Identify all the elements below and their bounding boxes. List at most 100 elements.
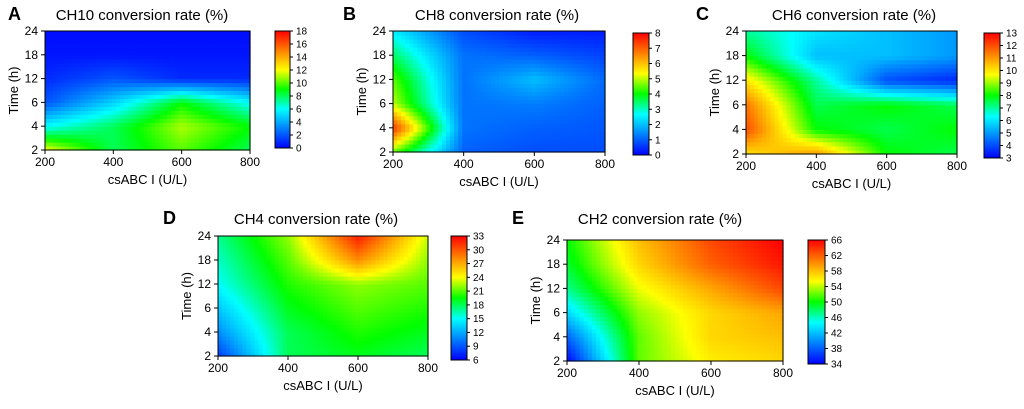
heatmap-cell [593, 71, 598, 76]
heatmap-cell [80, 94, 85, 99]
heatmap-cell [238, 292, 243, 297]
heatmap-cell [572, 96, 577, 101]
heatmap-cell [475, 120, 480, 125]
heatmap-cell [746, 105, 751, 110]
heatmap-cell [803, 146, 808, 151]
heatmap-cell [839, 138, 844, 143]
heatmap-cell [835, 76, 840, 81]
heatmap-cell [454, 124, 459, 129]
heatmap-cell [144, 130, 149, 135]
heatmap-cell [937, 52, 942, 57]
heatmap-cell [175, 142, 180, 147]
heatmap-cell [230, 142, 235, 147]
heatmap-cell [589, 116, 594, 121]
heatmap-cell [88, 67, 93, 72]
y-axis-label: Time (h) [6, 67, 21, 115]
heatmap-cell [171, 35, 176, 40]
heatmap-cell [413, 116, 418, 121]
heatmap-cell [238, 51, 243, 56]
heatmap-cell [904, 60, 909, 65]
heatmap-cell [112, 134, 117, 139]
heatmap-cell [536, 79, 541, 84]
heatmap-cell [140, 59, 145, 64]
heatmap-cell [491, 92, 496, 97]
heatmap-cell [450, 47, 455, 52]
heatmap-cell [593, 112, 598, 117]
heatmap-cell [568, 47, 573, 52]
heatmap-cell [69, 59, 74, 64]
heatmap-cell [560, 35, 565, 40]
heatmap-cell [933, 117, 938, 122]
heatmap-cell [401, 120, 406, 125]
heatmap-cell [896, 134, 901, 139]
heatmap-cell [888, 72, 893, 77]
heatmap-cell [815, 72, 820, 77]
heatmap-cell [475, 43, 480, 48]
heatmap-cell [876, 80, 881, 85]
heatmap-cell [933, 88, 938, 93]
heatmap-cell [222, 79, 227, 84]
heatmap-cell [807, 60, 812, 65]
heatmap-cell [568, 136, 573, 141]
heatmap-cell [766, 134, 771, 139]
heatmap-cell [183, 106, 188, 111]
heatmap-cell [787, 109, 792, 114]
heatmap-cell [815, 52, 820, 57]
heatmap-cell [136, 55, 141, 60]
heatmap-cell [487, 31, 492, 36]
heatmap-cell [519, 83, 524, 88]
heatmap-cell [933, 138, 938, 143]
heatmap-cell [159, 63, 164, 68]
heatmap-cell [401, 47, 406, 52]
heatmap-cell [222, 288, 227, 293]
heatmap-cell [925, 72, 930, 77]
heatmap-cell [88, 114, 93, 119]
heatmap-cell [754, 105, 759, 110]
heatmap-cell [880, 146, 885, 151]
heatmap-cell [100, 98, 105, 103]
heatmap-cell [803, 101, 808, 106]
heatmap-cell [479, 104, 484, 109]
heatmap-cell [843, 138, 848, 143]
heatmap-cell [864, 88, 869, 93]
heatmap-cell [422, 31, 427, 36]
heatmap-cell [393, 71, 398, 76]
heatmap-cell [499, 92, 504, 97]
heatmap-cell [171, 94, 176, 99]
heatmap-cell [783, 80, 788, 85]
heatmap-cell [916, 80, 921, 85]
colorbar-tick-label: 10 [296, 79, 308, 90]
heatmap-cell [815, 47, 820, 52]
heatmap-cell [778, 80, 783, 85]
heatmap-cell [880, 93, 885, 98]
heatmap-cell [920, 134, 925, 139]
heatmap-cell [556, 63, 561, 68]
heatmap-cell [69, 55, 74, 60]
heatmap-cell [218, 138, 223, 143]
heatmap-cell [852, 56, 857, 61]
heatmap-cell [195, 47, 200, 52]
heatmap-cell [393, 75, 398, 80]
heatmap-cell [827, 84, 832, 89]
heatmap-cell [823, 113, 828, 118]
heatmap-cell [88, 47, 93, 52]
heatmap-cell [57, 43, 62, 48]
heatmap-cell [762, 113, 767, 118]
heatmap-cell [589, 100, 594, 105]
heatmap-cell [892, 105, 897, 110]
heatmap-cell [230, 268, 235, 273]
heatmap-cell [929, 56, 934, 61]
heatmap-cell [475, 136, 480, 141]
heatmap-cell [112, 39, 117, 44]
heatmap-cell [136, 63, 141, 68]
heatmap-cell [819, 31, 824, 36]
heatmap-cell [758, 35, 763, 40]
heatmap-cell [888, 138, 893, 143]
heatmap-cell [475, 71, 480, 76]
heatmap-cell [230, 63, 235, 68]
heatmap-cell [120, 67, 125, 72]
heatmap-cell [230, 94, 235, 99]
heatmap-cell [148, 114, 153, 119]
heatmap-cell [560, 100, 565, 105]
heatmap-cell [552, 124, 557, 129]
